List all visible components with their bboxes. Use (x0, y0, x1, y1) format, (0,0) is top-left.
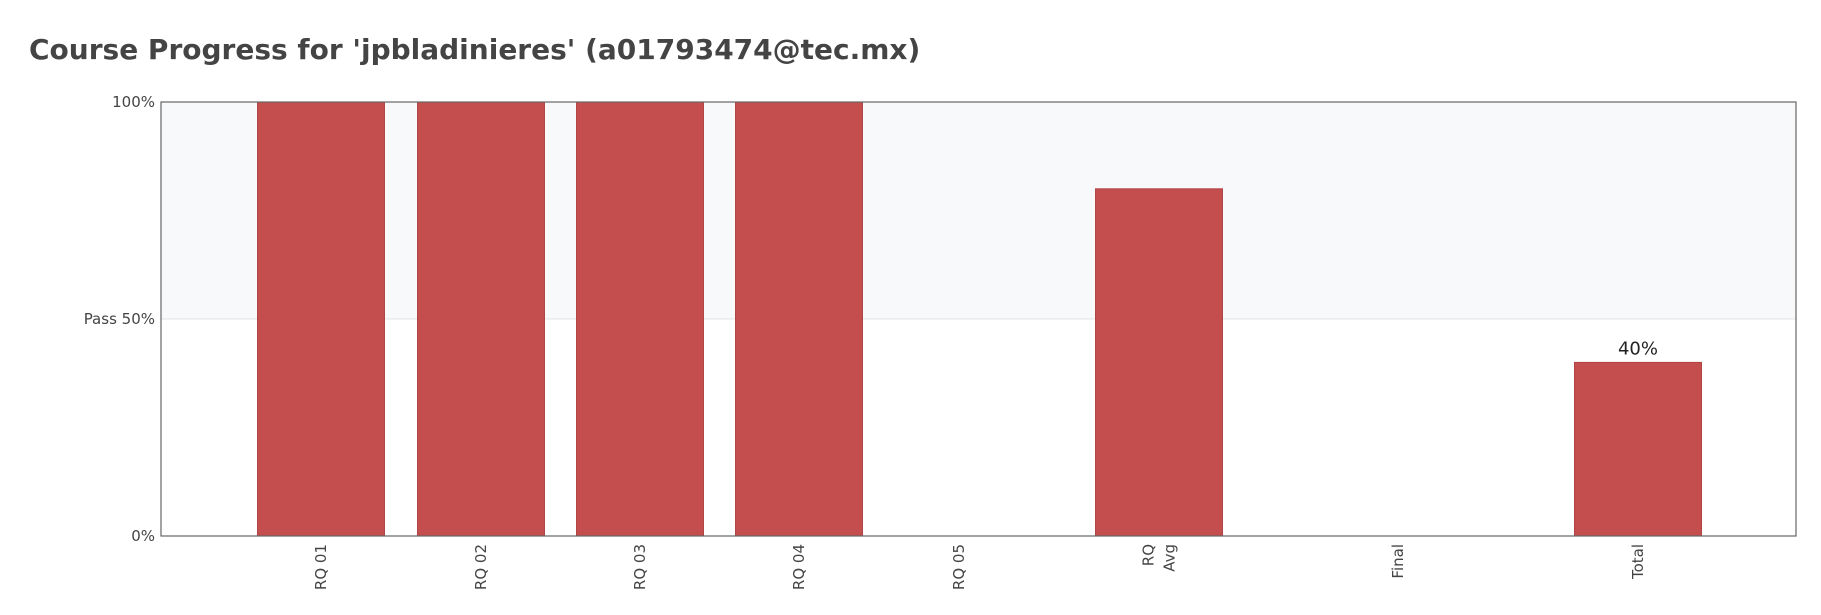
svg-text:Total: Total (1629, 544, 1647, 580)
bar-rq-04 (735, 101, 863, 537)
bar-rq-03 (576, 101, 704, 537)
svg-text:RQ 01: RQ 01 (312, 544, 330, 590)
y-tick-label: 0% (131, 527, 155, 545)
y-tick-label: Pass 50% (84, 310, 155, 328)
svg-text:Final: Final (1389, 544, 1407, 579)
bar-rq-avg (1095, 188, 1223, 537)
x-tick-label: Total (1629, 544, 1647, 580)
y-axis-ticks: 0% Pass 50% 100% (84, 93, 155, 545)
x-tick-label: RQ Avg (1140, 544, 1179, 572)
data-label: 40% (1618, 338, 1658, 359)
bar-total (1574, 361, 1702, 537)
x-tick-label: RQ 03 (631, 544, 649, 590)
plot-frame (160, 101, 1797, 537)
svg-text:RQ 05: RQ 05 (950, 544, 968, 590)
x-tick-label: RQ 05 (950, 544, 968, 590)
pass-zone-band (161, 102, 1796, 319)
svg-text:RQ 03: RQ 03 (631, 544, 649, 590)
x-tick-label: RQ 01 (312, 544, 330, 590)
x-axis-ticks: RQ 01 RQ 02 RQ 03 RQ 04 RQ 05 RQ Avg Final Total (312, 544, 1647, 590)
data-labels-group: 40% (1618, 338, 1658, 359)
x-tick-label: RQ 02 (472, 544, 490, 590)
bar-rq-02 (417, 101, 545, 537)
x-tick-label: Final (1389, 544, 1407, 579)
bars-group (257, 101, 1702, 537)
y-tick-label: 100% (112, 93, 155, 111)
x-tick-label: RQ 04 (790, 544, 808, 590)
page-title: Course Progress for 'jpbladinieres' (a01… (29, 33, 921, 66)
svg-text:RQ 04: RQ 04 (790, 544, 808, 590)
bar-rq-01 (257, 101, 385, 537)
svg-text:RQ 02: RQ 02 (472, 544, 490, 590)
